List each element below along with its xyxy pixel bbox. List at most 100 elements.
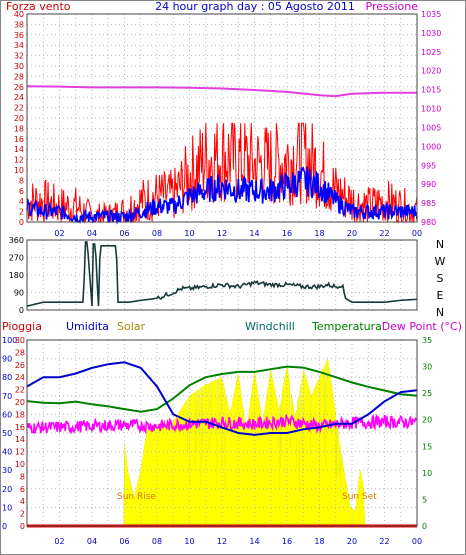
panel2-tick: 180	[9, 271, 24, 280]
dir-label-n-bottom: N	[436, 306, 444, 319]
panel1-x-tick: 02	[54, 229, 64, 238]
panel1-left-tick: 30	[14, 62, 24, 71]
humidity-tick: 30	[2, 466, 12, 475]
panel2-tick: 0	[19, 306, 24, 315]
panel3-x-tick: 08	[152, 537, 162, 546]
rain-tick: 12	[15, 448, 25, 457]
windchill-label: Windchill	[245, 320, 295, 333]
panel3-x-tick: 10	[184, 537, 194, 546]
temperature-tick: 30	[422, 363, 432, 372]
panel3-x-tick: 04	[87, 537, 97, 546]
panel1-right-tick: 1015	[421, 86, 441, 95]
dir-label-e: E	[437, 289, 444, 302]
panel1-x-tick: 08	[152, 229, 162, 238]
humidity-tick: 10	[2, 503, 12, 512]
panel1-right-tick: 980	[421, 218, 436, 227]
humidity-tick: 40	[2, 448, 12, 457]
humidity-tick: 100	[2, 336, 17, 345]
panel3-x-tick: 14	[249, 537, 259, 546]
panel1-right-tick: 1005	[421, 123, 441, 132]
panel1-frame	[26, 13, 418, 223]
panel3-x-tick: 00	[412, 537, 422, 546]
panel3-frame	[26, 339, 418, 527]
panel1-left-tick: 20	[14, 114, 24, 123]
panel1-left-tick: 34	[14, 41, 24, 50]
panel1-x-tick: 06	[119, 229, 129, 238]
panel2-frame	[26, 239, 418, 311]
temperature-tick: 35	[422, 336, 432, 345]
dir-label-n-top: N	[436, 238, 444, 251]
humidity-tick: 60	[2, 410, 12, 419]
panel1-left-tick: 40	[14, 10, 24, 19]
humidity-tick: 70	[2, 392, 12, 401]
panel3-x-tick: 12	[217, 537, 227, 546]
panel2-tick: 270	[9, 254, 24, 263]
rain-label: Pioggia	[2, 320, 42, 333]
panel1-right-tick: 1025	[421, 48, 441, 57]
panel1-x-tick: 12	[217, 229, 227, 238]
panel1-left-tick: 32	[14, 52, 24, 61]
rain-tick: 24	[15, 373, 25, 382]
dir-label-s: S	[437, 272, 444, 285]
rain-tick: 2	[20, 510, 25, 519]
temperature-tick: 15	[422, 442, 432, 451]
rain-tick: 30	[15, 336, 25, 345]
panel1-right-tick: 1020	[421, 67, 441, 76]
temperature-series	[26, 365, 418, 413]
panel1-left-tick: 0	[19, 218, 24, 227]
panel1-left-tick: 12	[14, 156, 24, 165]
panel1-x-tick: 14	[249, 229, 259, 238]
panel1-x-tick: 04	[87, 229, 97, 238]
panel1-right-tick: 985	[421, 199, 436, 208]
panel1-left-tick: 36	[14, 31, 24, 40]
panel3-x-tick: 02	[54, 537, 64, 546]
rain-tick: 18	[15, 410, 25, 419]
humidity-tick: 20	[2, 485, 12, 494]
panel3-x-tick: 18	[314, 537, 324, 546]
rain-tick: 16	[15, 423, 25, 432]
temperature-tick: 20	[422, 416, 432, 425]
panel1-left-tick: 26	[14, 83, 24, 92]
panel1-left-tick: 28	[14, 72, 24, 81]
panel1-left-tick: 22	[14, 104, 24, 113]
panel1-x-tick: 16	[282, 229, 292, 238]
pressure-series	[26, 85, 417, 98]
temperature-tick: 5	[422, 495, 427, 504]
panel1-right-tick: 990	[421, 180, 436, 189]
sun-set-label: Sun Set	[342, 492, 377, 502]
panel3-x-tick: 20	[347, 537, 357, 546]
panel1-left-tick: 4	[19, 197, 24, 206]
panel1-right-tick: 1035	[421, 10, 441, 19]
panel1-x-tick: 10	[184, 229, 194, 238]
humidity-tick: 50	[2, 429, 12, 438]
wind-direction-series	[26, 241, 418, 307]
dir-label-w: W	[435, 255, 446, 268]
panel1-right-tick: 1010	[421, 105, 441, 114]
sun-rise-label: Sun Rise	[117, 492, 156, 502]
panel3-x-tick: 22	[379, 537, 389, 546]
rain-tick: 0	[20, 522, 25, 531]
temperature-label: Temperatura	[311, 320, 382, 333]
panel1-left-tick: 8	[19, 176, 24, 185]
panel1-right-tick: 995	[421, 161, 436, 170]
panel3-x-tick: 06	[119, 537, 129, 546]
rain-tick: 6	[20, 485, 25, 494]
rain-tick: 20	[15, 398, 25, 407]
panel1-left-tick: 10	[14, 166, 24, 175]
panel1-left-tick: 38	[14, 20, 24, 29]
panel1-x-tick: 20	[347, 229, 357, 238]
chart-title: 24 hour graph day : 05 Agosto 2011	[155, 0, 355, 13]
humidity-tick: 80	[2, 373, 12, 382]
wind-average-series	[26, 166, 418, 225]
panel1-right-tick: 1000	[421, 142, 441, 151]
panel1-left-tick: 18	[14, 124, 24, 133]
solar-label: Solar	[117, 320, 146, 333]
panel2-tick: 90	[14, 289, 24, 298]
humidity-series	[26, 361, 418, 436]
rain-tick: 14	[15, 435, 25, 444]
rain-tick: 28	[15, 348, 25, 357]
panel1-right-tick: 1030	[421, 29, 441, 38]
panel3-x-tick: 16	[282, 537, 292, 546]
panel1-left-tick: 16	[14, 135, 24, 144]
